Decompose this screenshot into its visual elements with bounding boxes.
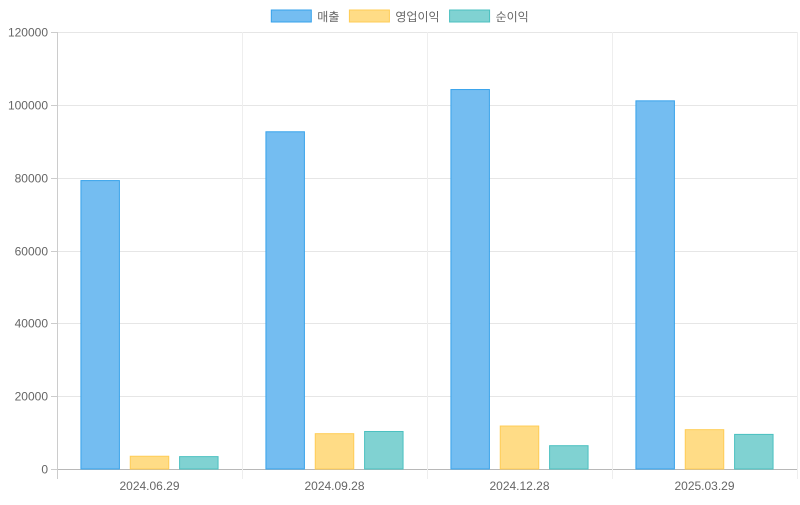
x-tick-label: 2024.09.28 (304, 479, 364, 493)
legend-swatch (449, 9, 491, 23)
bar[interactable] (179, 456, 219, 470)
legend-label: 순이익 (496, 10, 529, 24)
y-tick-label: 40000 (15, 317, 49, 331)
x-tick-label: 2024.12.28 (489, 479, 549, 493)
legend-item[interactable]: 순이익 (449, 9, 529, 24)
y-tick-label: 80000 (15, 172, 49, 186)
grid-lines (57, 32, 798, 479)
x-tick-label: 2025.03.29 (674, 479, 734, 493)
bar[interactable] (80, 180, 120, 470)
legend-label: 영업이익 (395, 10, 439, 24)
legend-item[interactable]: 영업이익 (348, 9, 440, 24)
x-tick-label: 2024.06.29 (119, 479, 179, 493)
legend-label: 매출 (317, 10, 339, 24)
bar[interactable] (450, 89, 490, 470)
y-tick-label: 120000 (8, 26, 48, 40)
x-axis: 2024.06.29 2024.09.28 2024.12.28 2025.03.29 (119, 479, 734, 493)
bar[interactable] (129, 455, 170, 470)
bar[interactable] (549, 445, 589, 470)
bar[interactable] (265, 131, 305, 470)
legend: 매출 영업이익 순이익 (270, 9, 529, 24)
bars (80, 89, 774, 470)
bar[interactable] (635, 100, 675, 470)
y-tick-label: 0 (41, 463, 48, 477)
bar[interactable] (314, 433, 355, 470)
bar[interactable] (734, 433, 774, 470)
legend-swatch (348, 9, 390, 23)
y-tick-label: 20000 (15, 390, 49, 404)
bar[interactable] (684, 429, 725, 470)
y-tick-label: 100000 (8, 99, 48, 113)
legend-swatch (270, 9, 312, 23)
bar[interactable] (364, 430, 404, 470)
bar[interactable] (499, 425, 540, 470)
y-tick-label: 60000 (15, 245, 49, 259)
legend-item[interactable]: 매출 (270, 9, 339, 24)
y-axis: 0 20000 40000 60000 80000 100000 120000 (8, 26, 57, 477)
